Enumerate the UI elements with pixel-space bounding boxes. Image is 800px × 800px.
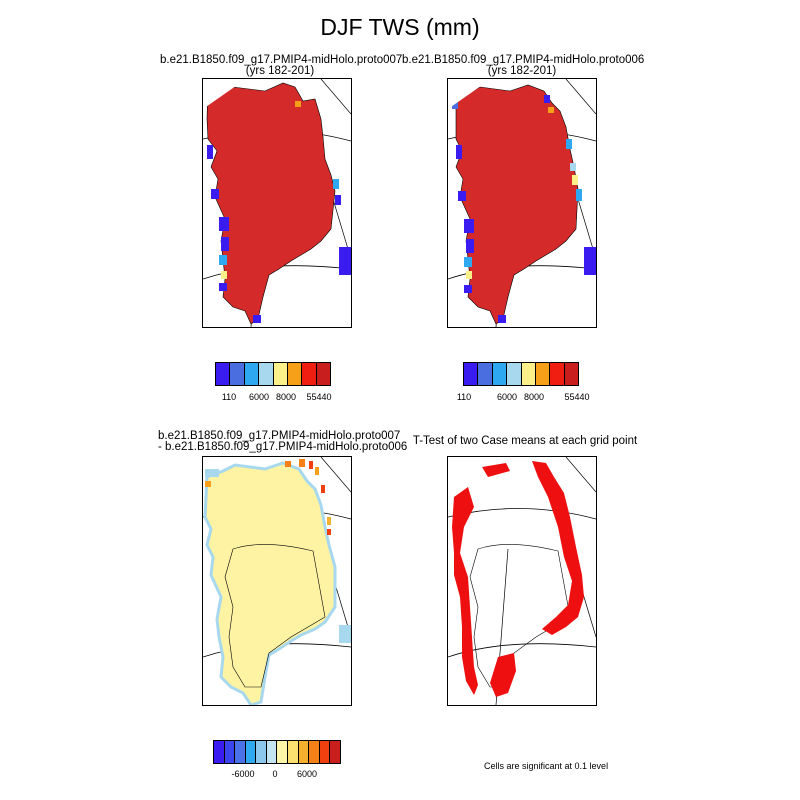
significant-cells-west bbox=[452, 487, 478, 695]
panel-2-title: b.e21.B1850.f09_g17.PMIP4-midHolo.proto0… bbox=[402, 54, 645, 77]
panel-3-title: b.e21.B1850.f09_g17.PMIP4-midHolo.proto0… bbox=[158, 430, 408, 453]
colorbar-swatch bbox=[245, 741, 257, 763]
colorbar-3-tick-label: 6000 bbox=[296, 769, 318, 779]
panel-3-title-line1: b.e21.B1850.f09_g17.PMIP4-midHolo.proto0… bbox=[158, 430, 401, 442]
colorbar-swatch bbox=[302, 363, 317, 385]
colorbar-swatch bbox=[244, 363, 260, 385]
colorbar-swatch bbox=[309, 741, 320, 763]
map-difference bbox=[202, 456, 352, 706]
colorbar-swatch bbox=[521, 363, 536, 385]
significant-cells-north bbox=[482, 463, 510, 477]
panel-1-title: b.e21.B1850.f09_g17.PMIP4-midHolo.proto0… bbox=[160, 54, 403, 77]
colorbar-3-tick-label: 0 bbox=[272, 769, 278, 779]
colorbar-1-tick-label: 8000 bbox=[275, 392, 297, 402]
panel-1-title-line2: (yrs 182-201) bbox=[245, 65, 315, 77]
colorbar-2-tick-label: 6000 bbox=[496, 392, 518, 402]
ice-sheet-region bbox=[203, 461, 337, 705]
figure-title: DJF TWS (mm) bbox=[320, 14, 480, 40]
colorbar-2-tick-label: 110 bbox=[456, 392, 472, 402]
map-difference-svg bbox=[203, 457, 351, 705]
colorbar-swatch bbox=[298, 741, 310, 763]
colorbar-swatch bbox=[259, 363, 274, 385]
panel-1-title-line1: b.e21.B1850.f09_g17.PMIP4-midHolo.proto0… bbox=[160, 54, 403, 66]
significance-note: Cells are significant at 0.1 level bbox=[484, 761, 609, 771]
panel-2-title-line2: (yrs 182-201) bbox=[487, 65, 557, 77]
colorbar-swatch bbox=[564, 363, 578, 385]
colorbar-2-tick-label: 55440 bbox=[564, 392, 590, 402]
colorbar-swatch bbox=[464, 363, 479, 385]
ice-sheet-region bbox=[455, 84, 579, 325]
significant-cells-south bbox=[490, 653, 516, 697]
colorbar-swatch bbox=[230, 363, 245, 385]
colorbar-swatch bbox=[535, 363, 551, 385]
colorbar-1-tick-label: 6000 bbox=[248, 392, 270, 402]
colorbar-swatch bbox=[273, 363, 288, 385]
map-case2-svg bbox=[448, 79, 596, 327]
map-ttest bbox=[447, 456, 597, 706]
colorbar-swatch bbox=[507, 363, 522, 385]
colorbar-difference bbox=[213, 740, 341, 764]
colorbar-swatch bbox=[550, 363, 565, 385]
colorbar-swatch bbox=[214, 741, 225, 763]
colorbar-1-tick-label: 55440 bbox=[306, 392, 332, 402]
panel-4-title-line1: T-Test of two Case means at each grid po… bbox=[412, 435, 638, 447]
colorbar-swatch bbox=[288, 741, 299, 763]
colorbar-swatch bbox=[319, 741, 331, 763]
map-case2 bbox=[447, 78, 597, 328]
colorbar-swatch bbox=[478, 363, 493, 385]
significant-cells-east bbox=[532, 461, 584, 635]
panel-2-title-line1: b.e21.B1850.f09_g17.PMIP4-midHolo.proto0… bbox=[402, 54, 645, 66]
colorbar-case1 bbox=[215, 362, 331, 386]
colorbar-swatch bbox=[256, 741, 267, 763]
colorbar-swatch bbox=[235, 741, 246, 763]
map-case1 bbox=[202, 78, 352, 328]
colorbar-1-tick-label: 110 bbox=[221, 392, 237, 402]
colorbar-swatch bbox=[266, 741, 278, 763]
colorbar-swatch bbox=[224, 741, 236, 763]
colorbar-3-tick-label: -6000 bbox=[231, 769, 255, 779]
map-ttest-svg bbox=[448, 457, 596, 705]
colorbar-swatch bbox=[316, 363, 330, 385]
colorbar-swatch bbox=[277, 741, 289, 763]
colorbar-swatch bbox=[492, 363, 508, 385]
colorbar-swatch bbox=[330, 741, 340, 763]
colorbar-2-tick-label: 8000 bbox=[523, 392, 545, 402]
colorbar-case2 bbox=[463, 362, 579, 386]
colorbar-swatch bbox=[287, 363, 303, 385]
colorbar-swatch bbox=[216, 363, 231, 385]
panel-3-title-line2: - b.e21.B1850.f09_g17.PMIP4-midHolo.prot… bbox=[158, 441, 408, 453]
map-case1-svg bbox=[203, 79, 351, 327]
panel-4-title: T-Test of two Case means at each grid po… bbox=[400, 435, 650, 447]
